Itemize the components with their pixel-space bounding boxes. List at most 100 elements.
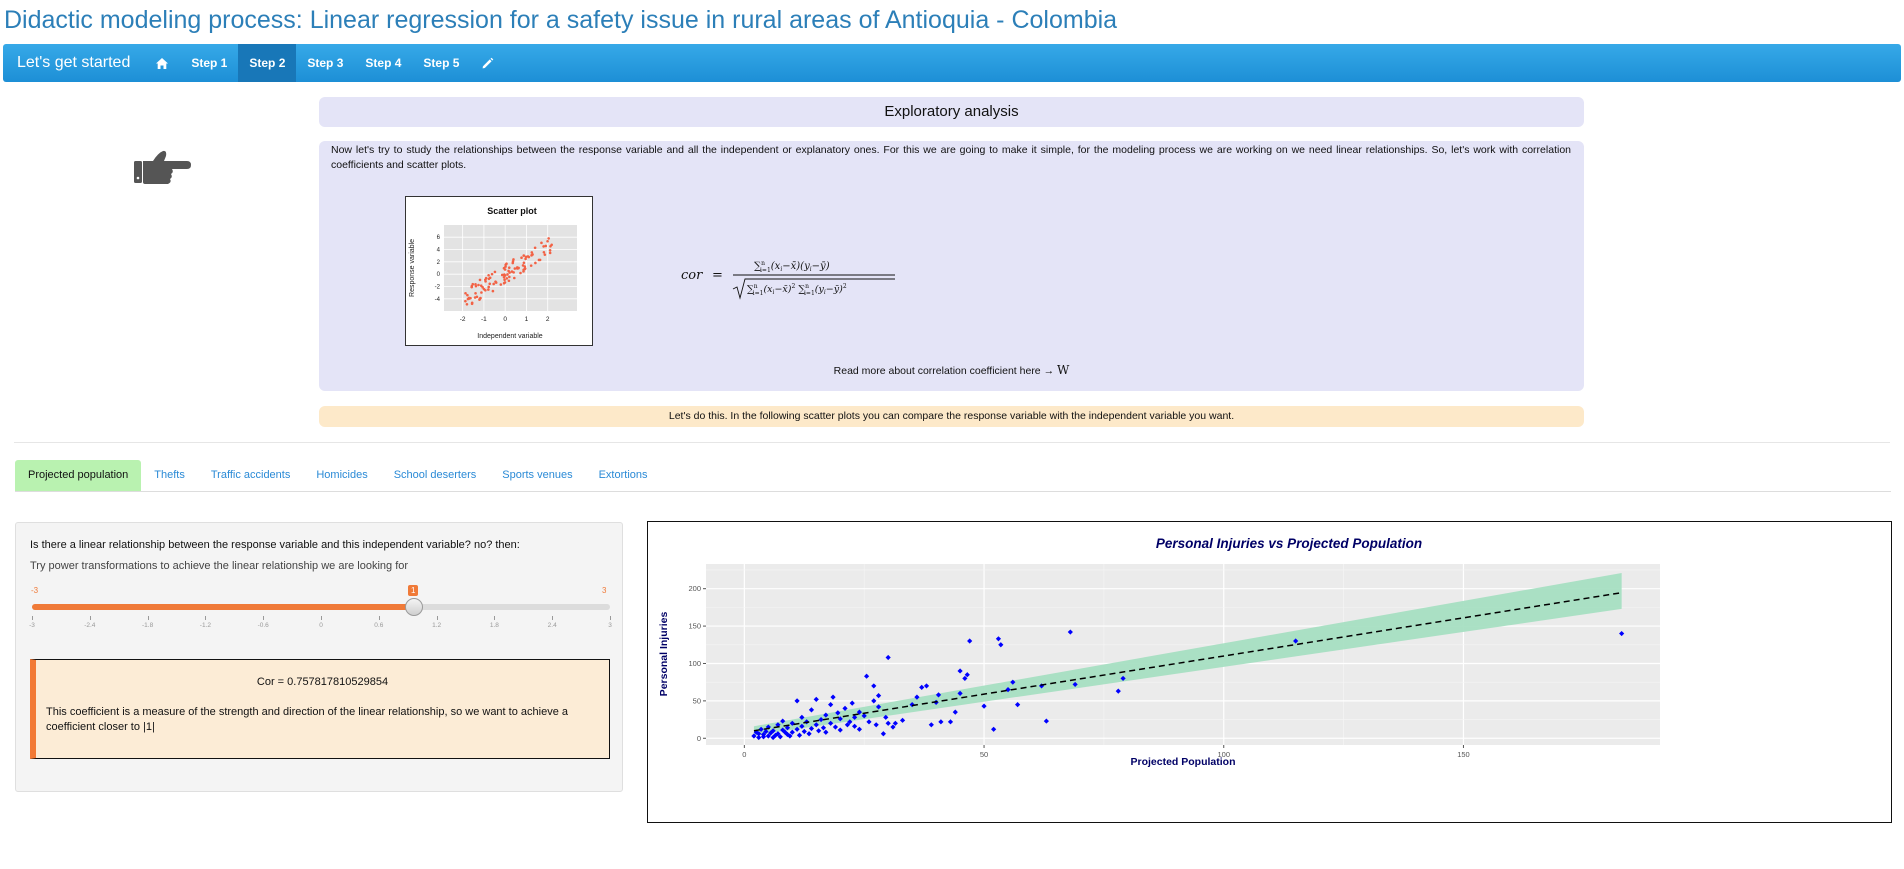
thumb-point xyxy=(487,277,491,281)
thumb-point xyxy=(548,251,552,255)
thumb-point xyxy=(474,283,477,286)
nav-step-4[interactable]: Step 4 xyxy=(365,56,402,70)
data-point xyxy=(1120,675,1126,682)
thumb-point xyxy=(471,282,475,286)
correlation-box: Cor = 0.757817810529854 This coefficient… xyxy=(30,659,610,759)
thumb-title: Scatter plot xyxy=(487,206,537,216)
thumb-point xyxy=(530,254,533,257)
section-heading: Exploratory analysis xyxy=(319,97,1584,127)
thumb-point xyxy=(487,288,490,291)
y-axis-label: Personal Injuries xyxy=(658,612,670,697)
svg-text:∑ni=1(xi−x̄)(yi−ȳ): ∑n i=1(xi−x̄)(yi−ȳ) xyxy=(754,260,830,274)
tab-school-deserters[interactable]: School deserters xyxy=(393,469,477,481)
data-point xyxy=(1067,629,1073,635)
thumb-point xyxy=(502,275,506,279)
thumb-point xyxy=(530,251,534,254)
data-point xyxy=(823,712,829,718)
edit-button[interactable] xyxy=(470,44,505,82)
thumb-point xyxy=(464,291,467,295)
thumb-x-tick: 1 xyxy=(525,316,529,323)
thumb-point xyxy=(540,241,543,245)
data-point xyxy=(935,692,942,698)
data-point xyxy=(998,642,1004,648)
slider-value-label: 1 xyxy=(408,585,419,596)
thumb-point xyxy=(513,276,516,280)
data-point xyxy=(909,702,915,708)
tab-homicides[interactable]: Homicides xyxy=(316,469,368,481)
thumb-point xyxy=(507,266,511,270)
hint-text: Try power transformations to achieve the… xyxy=(30,560,409,572)
thumb-y-tick: 0 xyxy=(437,272,441,278)
slider-handle[interactable] xyxy=(405,598,423,616)
app-title: Didactic modeling process: Linear regres… xyxy=(4,6,1118,34)
navbar-brand[interactable]: Let's get started xyxy=(17,54,131,71)
nav-step-2[interactable]: Step 2 xyxy=(238,44,297,82)
data-point xyxy=(837,727,843,733)
home-button[interactable] xyxy=(144,44,180,82)
tab-thefts[interactable]: Thefts xyxy=(154,469,185,481)
tab-sports-venues[interactable]: Sports venues xyxy=(502,469,573,481)
slider-tick-line xyxy=(321,616,322,620)
nav-step-3[interactable]: Step 3 xyxy=(307,56,344,70)
slider-tick-label: -3 xyxy=(29,622,35,629)
data-point xyxy=(947,719,954,725)
data-point xyxy=(751,733,757,739)
thumb-point xyxy=(492,282,495,286)
thumb-y-tick: -4 xyxy=(435,297,441,303)
thumb-point xyxy=(474,292,477,295)
thumb-point xyxy=(547,237,550,240)
tab-traffic-accidents[interactable]: Traffic accidents xyxy=(210,469,291,481)
divider xyxy=(14,442,1890,443)
data-point xyxy=(914,694,920,700)
transformation-panel: Is there a linear relationship between t… xyxy=(15,522,623,792)
scatter-thumbnail: Scatter plot -2 -1 0 1 2 -4 -2 0 2 4 6 Independen… xyxy=(405,196,593,346)
thumb-point xyxy=(513,267,517,270)
thumb-point xyxy=(481,286,484,289)
thumb-point xyxy=(549,244,552,248)
thumb-point xyxy=(508,271,511,274)
y-tick-label: 0 xyxy=(697,734,701,743)
data-point xyxy=(871,698,877,704)
data-point xyxy=(808,707,815,713)
read-more-line: Read more about correlation coefficient … xyxy=(319,363,1584,377)
thumb-point xyxy=(479,284,483,287)
pencil-icon xyxy=(483,57,494,68)
data-point xyxy=(760,731,767,738)
thumb-point xyxy=(502,281,506,285)
svg-text:∑ni=1(xi−x̄)2 ∑ni=1(yi−ȳ)2: ∑n i=1(xi−x̄)2 ∑n i=1(yi−ȳ)2 xyxy=(747,283,847,297)
thumb-point xyxy=(466,297,470,301)
nav-step-5[interactable]: Step 5 xyxy=(423,56,460,70)
thumb-point xyxy=(494,280,497,283)
confidence-band xyxy=(753,572,1622,736)
y-tick-label: 150 xyxy=(688,622,701,631)
tab-extortions[interactable]: Extortions xyxy=(598,469,648,481)
tab-projected-population[interactable]: Projected population xyxy=(15,460,142,491)
svg-text:=: = xyxy=(712,268,723,283)
slider-tick-label: -2.4 xyxy=(84,622,96,629)
thumb-point xyxy=(512,258,515,261)
slider-tick-label: 3 xyxy=(608,622,612,629)
thumb-point xyxy=(470,301,474,305)
thumb-point xyxy=(510,270,514,273)
data-point xyxy=(844,722,851,728)
thumb-point xyxy=(522,261,526,265)
data-point xyxy=(1293,638,1299,644)
y-tick-label: 200 xyxy=(688,584,701,593)
slider-tick-line xyxy=(32,616,33,620)
nav-step-1[interactable]: Step 1 xyxy=(191,56,228,70)
thumb-xlabel: Independent variable xyxy=(477,333,542,340)
thumb-point xyxy=(487,273,490,277)
thumb-point xyxy=(516,266,520,270)
x-tick-label: 50 xyxy=(980,750,988,759)
wikipedia-link[interactable]: W xyxy=(1057,363,1070,377)
thumb-x-tick: 0 xyxy=(503,316,507,323)
correlation-formula: cor = ∑n i=1(xi−x̄)(yi−ȳ) ∑n i=1(xi−x̄)2 … xyxy=(681,246,921,306)
data-point xyxy=(1005,687,1011,693)
thumb-point xyxy=(521,264,525,267)
thumb-point xyxy=(506,273,509,276)
data-point xyxy=(964,672,970,678)
thumb-point xyxy=(478,278,482,282)
thumb-y-tick: 6 xyxy=(437,235,441,241)
data-point xyxy=(796,732,803,738)
data-point xyxy=(1015,702,1021,708)
